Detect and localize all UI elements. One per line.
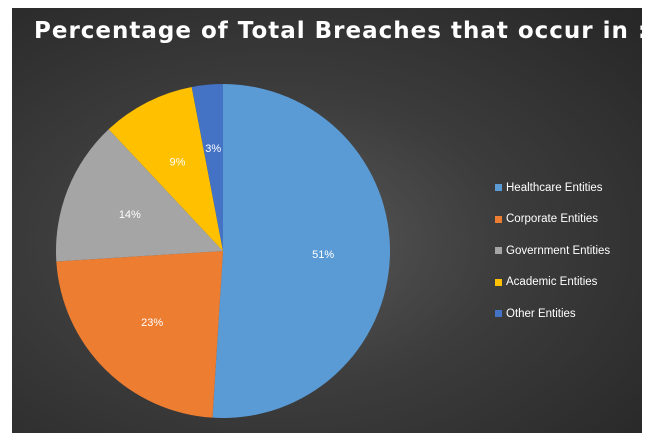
legend-item: Academic Entities [495,275,610,290]
slice-value-label: 14% [119,209,141,221]
legend-item: Government Entities [495,243,610,258]
chart-area: Percentage of Total Breaches that occur … [12,8,642,433]
slice-value-label: 23% [141,317,163,329]
legend-item: Healthcare Entities [495,180,610,195]
legend-swatch [495,184,502,191]
legend-swatch [495,278,502,286]
legend-label: Corporate Entities [506,213,599,225]
pie-slice-corporate-entities [56,251,224,418]
pie-slice-government-entities [56,129,223,262]
legend-label: Healthcare Entities [506,181,603,194]
pie-slice-healthcare-entities [212,84,390,418]
slice-value-label: 9% [170,157,186,169]
legend-label: Academic Entities [506,276,598,288]
slice-value-label: 3% [205,143,221,155]
pie-slice-academic-entities [108,86,223,251]
legend-item: Other Entities [495,306,610,321]
legend-item: Corporate Entities [495,212,610,227]
chart-legend: Healthcare Entities Corporate Entities Gov… [495,180,610,338]
legend-swatch [495,310,502,317]
pie-slice-other-entities [191,84,223,251]
legend-swatch [495,247,502,254]
legend-label: Government Entities [506,244,611,257]
legend-label: Other Entities [506,307,576,320]
chart-title: Percentage of Total Breaches that occur … [34,18,642,44]
legend-swatch [495,215,502,223]
slice-value-label: 51% [312,249,334,261]
pie-chart: 51% 23% 14% 9% 3% [56,84,390,418]
